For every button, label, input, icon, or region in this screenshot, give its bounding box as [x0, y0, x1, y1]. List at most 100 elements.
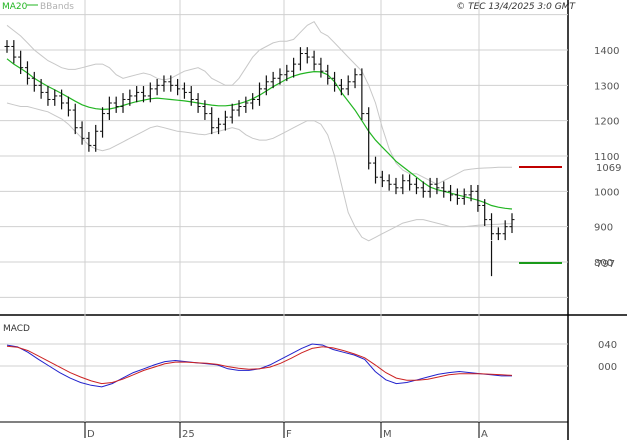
- ohlc-bar: [18, 50, 24, 75]
- ohlc-bar: [161, 75, 167, 92]
- ohlc-bar: [100, 107, 106, 138]
- ohlc-bar: [495, 227, 501, 241]
- ohlc-bar: [325, 64, 331, 85]
- price-tick-label: 1300: [594, 81, 619, 92]
- ohlc-bar: [79, 121, 85, 145]
- ohlc-bar: [188, 86, 194, 106]
- axis-labels: 800 900 1000 1100 1200 1300 1400 040 000 D 25 F M A: [87, 46, 619, 440]
- support-label: 797: [596, 259, 615, 270]
- ohlc-bar: [297, 47, 303, 71]
- signal-line: [6, 345, 513, 385]
- ohlc-bar: [263, 75, 269, 96]
- ohlc-bar: [379, 170, 385, 188]
- date-tick-label: F: [286, 429, 292, 440]
- ohlc-bar: [304, 47, 310, 64]
- ohlc-bar: [448, 184, 454, 202]
- legend-bbands: BBands: [40, 2, 74, 12]
- ohlc-bar: [140, 86, 146, 103]
- level-lines: 1069 797: [519, 163, 621, 270]
- price-tick-label: 1400: [594, 46, 619, 57]
- ohlc-bar: [250, 93, 256, 110]
- ohlc-bar: [400, 174, 406, 195]
- ohlc-bar: [134, 86, 140, 103]
- ohlc-bar: [229, 103, 235, 124]
- ohlc-bar: [72, 103, 78, 135]
- ohlc-bar: [359, 68, 365, 120]
- ohlc-bar: [366, 107, 372, 170]
- ohlc-bar: [209, 107, 215, 135]
- date-tick-label: A: [481, 429, 488, 440]
- ohlc-bar: [475, 184, 481, 212]
- macd-lines: [6, 343, 513, 388]
- ohlc-bar: [468, 184, 474, 202]
- ohlc-bar: [243, 96, 249, 113]
- ohlc-bar: [420, 181, 426, 198]
- macd-tick-label: 000: [598, 362, 617, 373]
- macd-title: MACD: [3, 324, 30, 334]
- ohlc-bar: [181, 82, 187, 99]
- ohlc-bar: [311, 50, 317, 71]
- ohlc-bar: [332, 71, 338, 92]
- ohlc-bar: [373, 156, 379, 184]
- date-tick-label: D: [87, 429, 95, 440]
- price-tick-label: 1100: [594, 152, 619, 163]
- ohlc-bar: [257, 82, 262, 106]
- date-tick-label: 25: [182, 429, 195, 440]
- ohlc-bar: [318, 57, 324, 78]
- ohlc-bar: [291, 57, 297, 78]
- ohlc-bar: [413, 177, 419, 195]
- ohlc-bar: [454, 188, 460, 205]
- ohlc-bar: [65, 96, 71, 117]
- bb-upper-line: [6, 21, 512, 185]
- ohlc-bar: [284, 64, 290, 82]
- ohlc-bar: [277, 68, 283, 85]
- ohlc-bar: [120, 93, 126, 113]
- ohlc-bar: [175, 78, 181, 96]
- ohlc-bar: [4, 40, 10, 53]
- ma20-line: [6, 58, 513, 210]
- ohlc-bar: [338, 78, 344, 96]
- ohlc-bar: [106, 96, 112, 120]
- ohlc-bar: [393, 177, 399, 195]
- ohlc-bar: [24, 61, 30, 85]
- price-tick-label: 900: [594, 223, 613, 234]
- ohlc-bar: [270, 71, 276, 89]
- ohlc-bar: [52, 89, 58, 106]
- ohlc-bar: [441, 181, 447, 198]
- ohlc-bar: [168, 75, 174, 92]
- price-bars: [4, 40, 515, 277]
- bollinger-bands: [6, 21, 512, 242]
- ohlc-bar: [31, 71, 37, 92]
- macd-line: [6, 343, 512, 388]
- date-tick-label: M: [383, 429, 392, 440]
- ohlc-bar: [154, 78, 160, 96]
- grid-lines: [0, 0, 568, 438]
- resistance-label: 1069: [596, 163, 621, 174]
- ohlc-bar: [113, 96, 119, 113]
- ohlc-bar: [202, 100, 208, 120]
- ohlc-bar: [38, 78, 44, 99]
- ohlc-bar: [407, 174, 413, 191]
- ohlc-bar: [222, 110, 228, 131]
- ohlc-bar: [236, 100, 242, 117]
- ohlc-bar: [127, 89, 133, 106]
- ohlc-bar: [489, 213, 495, 241]
- ma20-path: [6, 58, 513, 210]
- ohlc-bar: [386, 174, 392, 191]
- price-tick-label: 1000: [594, 187, 619, 198]
- ohlc-bar: [352, 68, 358, 89]
- ohlc-bar: [93, 124, 99, 152]
- price-tick-label: 1200: [594, 117, 619, 128]
- ohlc-bar: [216, 117, 222, 135]
- ohlc-bar: [509, 213, 515, 234]
- macd-tick-label: 040: [598, 340, 617, 351]
- ohlc-bar: [482, 199, 488, 226]
- ohlc-bar: [345, 75, 351, 96]
- ohlc-bar: [59, 89, 65, 110]
- copyright-label: © TEC 13/4/2025 3:0 GMT: [456, 2, 576, 12]
- ohlc-bar: [11, 40, 17, 64]
- ohlc-bar: [427, 177, 433, 198]
- bb-lower-line: [6, 102, 512, 242]
